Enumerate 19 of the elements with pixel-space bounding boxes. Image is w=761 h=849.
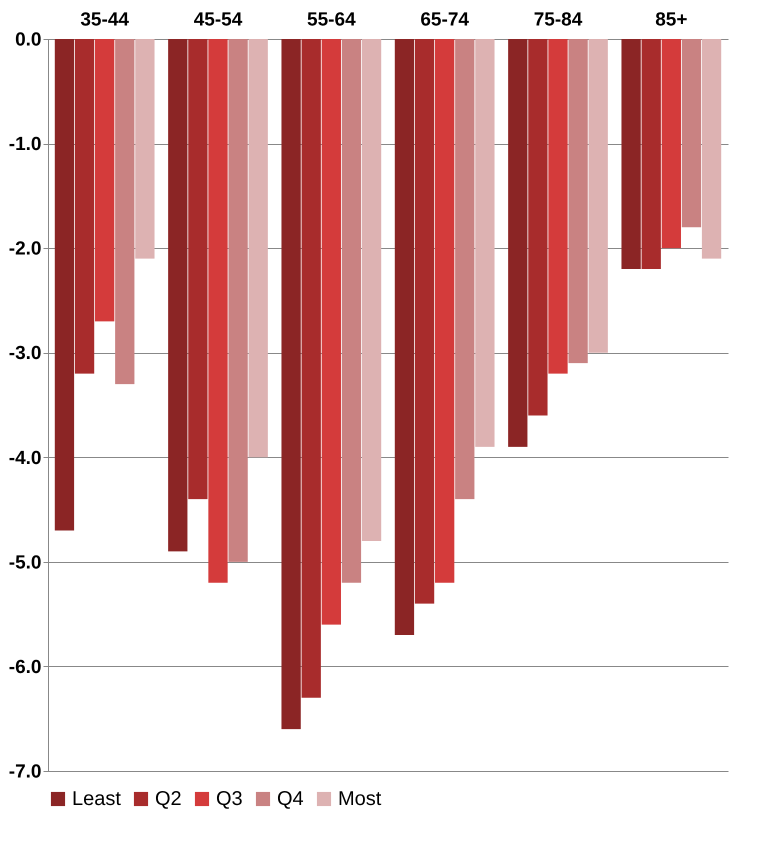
y-tick-label: -1.0 — [8, 134, 42, 156]
y-tick-label: -4.0 — [8, 448, 42, 469]
x-tick-label: 45-54 — [194, 10, 243, 30]
x-tick-label: 85+ — [655, 10, 688, 30]
legend-label: Q4 — [277, 788, 304, 810]
y-tick-label: 0.0 — [15, 30, 42, 50]
x-tick-label: 75-84 — [534, 10, 583, 30]
x-tick-label: 35-44 — [80, 10, 130, 30]
y-tick-label: -5.0 — [8, 552, 42, 574]
legend-label: Q2 — [155, 788, 182, 810]
y-tick-label: -7.0 — [8, 762, 42, 782]
y-tick-label: -3.0 — [8, 343, 42, 364]
x-tick-label: 65-74 — [420, 10, 470, 30]
y-tick-label: -2.0 — [8, 238, 42, 260]
y-tick-label: -6.0 — [8, 656, 42, 678]
legend-label: Q3 — [216, 788, 243, 810]
x-tick-label: 55-64 — [307, 10, 356, 30]
legend-label: Least — [72, 788, 122, 810]
legend-label: Most — [338, 788, 382, 810]
